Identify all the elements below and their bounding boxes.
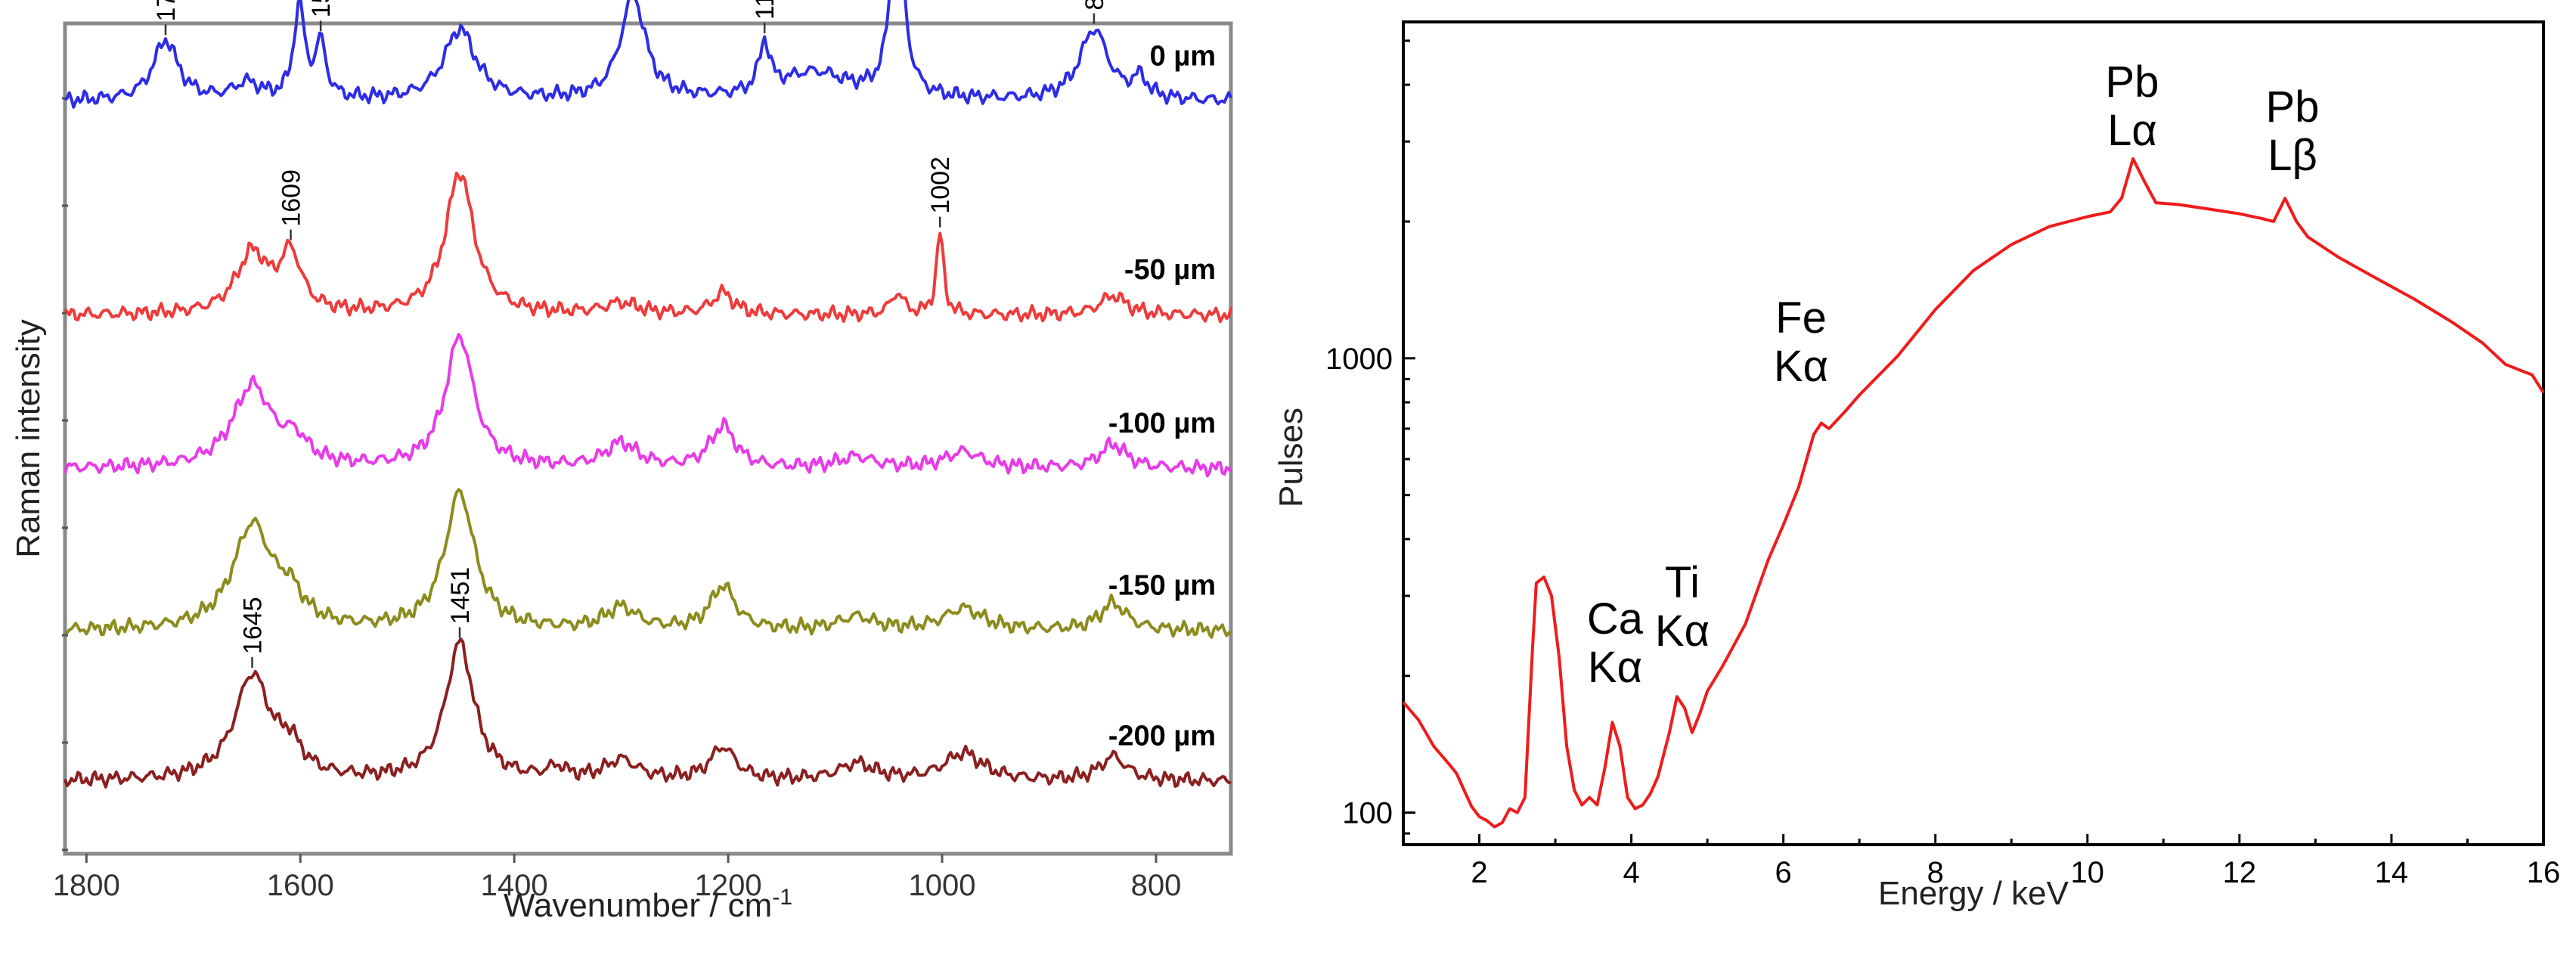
xrf-x-tick-label-4: 4	[1623, 856, 1639, 889]
xrf-x-tick-label-8: 8	[1927, 856, 1944, 889]
raman-series-0-um	[64, 0, 1232, 109]
xrf-label-pb-lb: Pb Lβ	[2266, 82, 2320, 180]
raman-series-label-200-um: -200 µm	[1108, 720, 1216, 752]
xrf-label-pb-la: Pb Lα	[2106, 57, 2159, 155]
raman-x-tick-label-1200: 1200	[695, 869, 762, 902]
raman-peak-labels: 1726160115811289116610428581609100216451…	[152, 0, 1109, 668]
raman-series-group	[64, 0, 1232, 789]
xrf-label-ti-ka: Ti Kα	[1655, 558, 1710, 656]
raman-peak-label-1451: 1451	[446, 567, 475, 625]
xrf-x-tick-label-6: 6	[1775, 856, 1792, 889]
raman-series-label-150-um: -150 µm	[1108, 570, 1216, 602]
xrf-label-element: Pb	[2266, 82, 2320, 132]
xrf-label-element: Ca	[1587, 594, 1644, 644]
xrf-label-line: Lβ	[2268, 131, 2317, 180]
xrf-y-axis-title: Pulses	[1273, 408, 1310, 507]
raman-x-axis-title-superscript: -1	[772, 885, 792, 910]
raman-peak-label-1166: 1166	[751, 0, 780, 20]
xrf-x-tick-label-2: 2	[1471, 856, 1487, 889]
raman-peak-label-1645: 1645	[239, 597, 268, 654]
raman-x-tick-label-1400: 1400	[481, 869, 548, 902]
raman-x-tick-label-800: 800	[1131, 869, 1182, 902]
raman-y-axis-title: Raman intensity	[10, 319, 47, 557]
raman-peak-label-1002: 1002	[926, 157, 955, 214]
xrf-label-line: Kα	[1588, 643, 1642, 692]
xrf-label-line: Lα	[2107, 106, 2157, 155]
raman-x-tick-label-1800: 1800	[53, 869, 120, 902]
xrf-x-tick-label-14: 14	[2375, 856, 2409, 889]
raman-peak-label-1726: 1726	[152, 0, 181, 22]
raman-plot-frame	[63, 21, 1233, 856]
raman-peak-label-1609: 1609	[277, 169, 305, 227]
xrf-label-line: Kα	[1655, 606, 1710, 656]
xrf-label-fe-ka: Fe Kα	[1774, 293, 1828, 391]
xrf-series-spectrum	[1402, 157, 2545, 829]
raman-x-axis-title: Wavenumber / cm-1	[504, 885, 792, 924]
raman-y-ticks	[62, 97, 68, 851]
raman-series-150-um	[64, 488, 1232, 639]
xrf-x-tick-label-16: 16	[2527, 856, 2561, 889]
xrf-x-tick-label-12: 12	[2223, 856, 2257, 889]
raman-series-50-um	[64, 171, 1232, 324]
xrf-ticks: 2 4 6 8 10 12 14 16 100 1000	[1325, 39, 2561, 889]
xrf-y-tick-label-1000: 1000	[1325, 343, 1393, 376]
raman-series-labels: 0 µm -50 µm -100 µm -150 µm -200 µm	[1108, 40, 1216, 752]
xrf-series-group	[1402, 157, 2545, 829]
xrf-x-tick-label-10: 10	[2071, 856, 2105, 889]
xrf-x-axis-title: Energy / keV	[1878, 875, 2069, 912]
xrf-label-line: Kα	[1774, 342, 1828, 391]
raman-series-label-50-um: -50 µm	[1124, 254, 1216, 286]
xrf-label-element: Ti	[1665, 558, 1700, 607]
xrf-plot-frame	[1402, 20, 2545, 846]
raman-series-label-0-um: 0 µm	[1150, 40, 1216, 72]
xrf-label-ca-ka: Ca Kα	[1587, 594, 1644, 692]
raman-peak-label-1581: 1581	[307, 0, 336, 17]
raman-series-200-um	[64, 637, 1232, 789]
raman-x-tick-label-1000: 1000	[909, 869, 976, 902]
xrf-y-tick-label-100: 100	[1342, 797, 1393, 830]
raman-x-axis-title-main: Wavenumber / cm	[504, 887, 772, 924]
xrf-label-element: Fe	[1775, 293, 1827, 343]
raman-series-label-100-um: -100 µm	[1108, 408, 1216, 439]
raman-x-tick-label-1600: 1600	[267, 869, 334, 902]
xrf-label-element: Pb	[2106, 57, 2159, 107]
raman-series-100-um	[64, 333, 1232, 478]
raman-x-ticks: 1800 1600 1400 1200 1000 800	[53, 854, 1182, 902]
raman-peak-label-858: 858	[1080, 0, 1109, 11]
